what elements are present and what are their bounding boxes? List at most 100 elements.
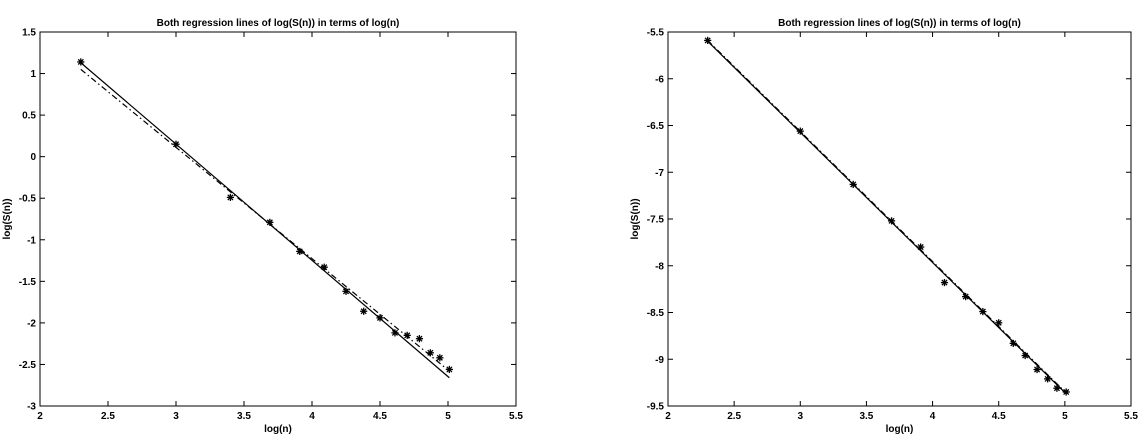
chart-2: 2 2.5 3 3.5 4 4.5 5 5.5 -5.5 -6 -6.5 -7 -7.5 -8 -8.5 -9… (630, 18, 1138, 435)
data-point-stroke (917, 243, 924, 251)
chart-1: 2 2.5 3 3.5 4 4.5 5 5.5 1.5 1 0.5 0 -0.5 -1 -1.5 -2 -2.5… (2, 18, 523, 435)
y-tick-label: -7.5 (647, 215, 665, 226)
data-point (445, 365, 453, 374)
data-point-stroke (850, 181, 857, 188)
y-tick-label: 1 (30, 69, 36, 80)
data-point-stroke (360, 308, 367, 315)
data-point-stroke (1053, 385, 1060, 392)
data-point-stroke (1044, 375, 1051, 382)
plot-frame (667, 31, 1132, 407)
regression-line-dashed (80, 68, 450, 372)
data-point (887, 217, 896, 225)
data-point (796, 127, 804, 135)
data-point-stroke (1022, 352, 1029, 359)
data-point-stroke (1010, 340, 1017, 347)
x-tick-label: 3 (798, 411, 804, 422)
data-point (1044, 375, 1052, 383)
data-point (360, 307, 368, 315)
data-point-stroke (391, 329, 399, 336)
x-tick-label: 3 (173, 411, 179, 422)
chart-title: Both regression lines of log(S(n)) in te… (157, 18, 400, 29)
data-point (226, 193, 234, 201)
x-tick-label: 4.5 (992, 411, 1006, 422)
data-point (266, 218, 274, 226)
data-point (1009, 339, 1017, 347)
y-tick-label: -0.5 (19, 194, 37, 205)
y-axis-label: log(S(n)) (630, 198, 641, 239)
data-point (1021, 351, 1029, 360)
y-tick-label: 0 (30, 152, 36, 163)
data-point (403, 331, 411, 339)
data-point (1062, 388, 1070, 396)
data-point-stroke (1063, 388, 1070, 396)
y-tick-label: -1.5 (19, 277, 37, 288)
x-tick-label: 5.5 (1124, 411, 1138, 422)
data-point-stroke (995, 319, 1002, 326)
x-tick-label: 4 (309, 411, 315, 422)
x-tick-label: 2.5 (727, 411, 741, 422)
data-point (426, 349, 434, 357)
y-tick-label: 0.5 (22, 111, 36, 122)
data-point (391, 329, 399, 337)
regression-line-solid (707, 40, 1067, 395)
y-tick-label: -5.5 (647, 28, 665, 39)
data-point-stroke (266, 219, 273, 226)
data-point (342, 287, 350, 295)
data-point (172, 140, 180, 148)
data-point (376, 314, 384, 322)
data-point (77, 58, 85, 66)
data-point (995, 319, 1003, 327)
x-axis-label: log(n) (264, 424, 292, 435)
y-tick-label: -8 (655, 261, 664, 272)
data-point-stroke (979, 308, 986, 315)
data-point-stroke (376, 314, 384, 321)
data-point-stroke (941, 279, 948, 286)
x-tick-label: 3.5 (237, 411, 251, 422)
x-tick-label: 3.5 (859, 411, 873, 422)
y-axis-label: log(S(n)) (2, 198, 13, 239)
data-point-stroke (77, 58, 84, 65)
y-tick-label: -1 (27, 235, 36, 246)
data-point (962, 293, 970, 301)
data-point-stroke (436, 354, 443, 361)
data-point-stroke (962, 293, 969, 300)
x-tick-label: 4.5 (373, 411, 387, 422)
data-point-stroke (342, 288, 350, 295)
x-tick-label: 4 (930, 411, 936, 422)
regression-line-dashed (707, 39, 1067, 394)
x-tick-label: 2.5 (101, 411, 115, 422)
chart-title: Both regression lines of log(S(n)) in te… (778, 18, 1021, 29)
y-tick-label: -7 (655, 168, 664, 179)
data-point-stroke (446, 366, 453, 373)
data-point (940, 278, 949, 287)
data-point (320, 263, 328, 271)
x-tick-label: 2 (665, 411, 671, 422)
data-point (917, 243, 925, 251)
x-tick-label: 5 (1062, 411, 1068, 422)
data-point (979, 307, 987, 316)
data-point-stroke (296, 248, 303, 255)
data-point (415, 335, 424, 343)
data-point-stroke (321, 264, 328, 271)
y-tick-label: -3 (27, 402, 36, 413)
data-point (296, 247, 304, 256)
data-point (436, 354, 444, 362)
y-tick-label: -9.5 (647, 402, 665, 413)
data-point-stroke (888, 217, 895, 224)
y-tick-label: -2 (27, 318, 36, 329)
data-point (849, 180, 857, 189)
data-point-stroke (797, 128, 804, 135)
data-point-stroke (1034, 366, 1041, 373)
y-tick-label: -6.5 (647, 121, 665, 132)
data-point-stroke (404, 332, 411, 339)
y-tick-label: 1.5 (22, 28, 36, 39)
data-point-stroke (172, 141, 180, 148)
x-tick-label: 5.5 (509, 411, 523, 422)
y-tick-label: -2.5 (19, 360, 37, 371)
x-tick-label: 5 (445, 411, 451, 422)
x-tick-label: 2 (37, 411, 43, 422)
data-point-stroke (427, 349, 434, 356)
regression-line-solid (80, 62, 450, 379)
y-tick-label: -6 (655, 74, 664, 85)
